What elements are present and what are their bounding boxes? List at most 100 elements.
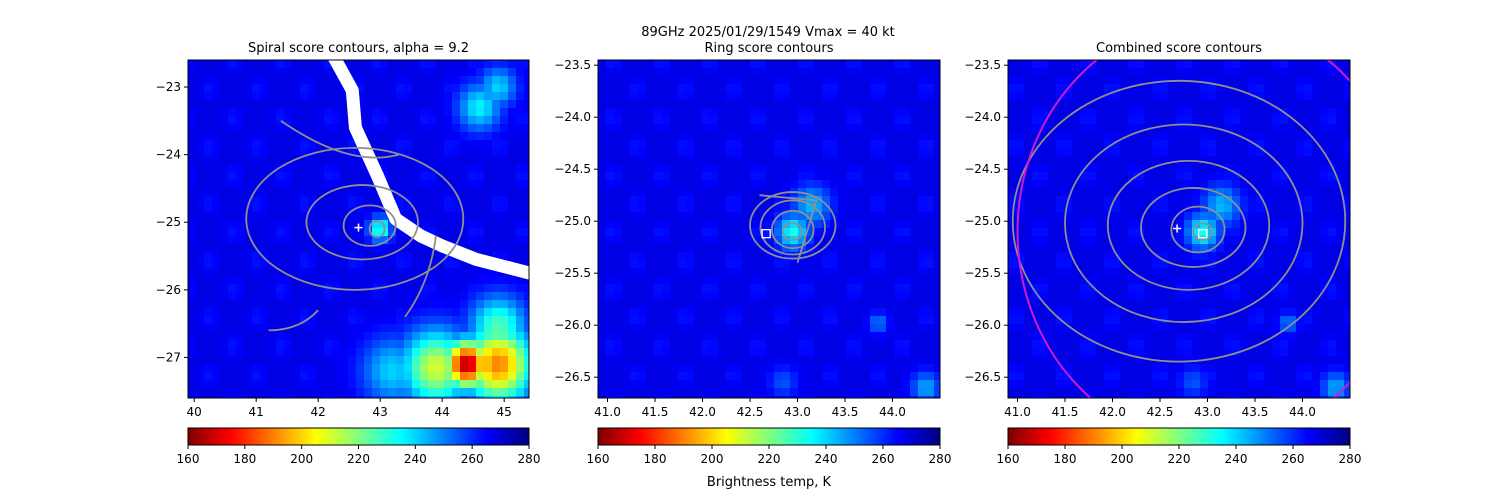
colorbar-tick-label: 240 xyxy=(1225,452,1248,466)
y-tick-label: −24.0 xyxy=(554,110,591,124)
y-tick-label: −26.5 xyxy=(554,370,591,384)
colorbar-tick-label: 260 xyxy=(872,452,895,466)
center-square-marker xyxy=(1198,229,1208,239)
colorbar-label: Brightness temp, K xyxy=(707,475,832,490)
contour-line xyxy=(1011,79,1347,363)
contour-line xyxy=(280,120,400,159)
radius-circle xyxy=(1016,60,1350,398)
contour-line xyxy=(305,184,419,261)
y-tick-label: −23.5 xyxy=(554,58,591,72)
heatmap-image xyxy=(1008,60,1350,398)
y-tick-label: −26 xyxy=(156,283,181,297)
y-tick-label: −25 xyxy=(156,215,181,229)
center-plus-marker xyxy=(1173,224,1182,233)
colorbar-tick-label: 200 xyxy=(701,452,724,466)
y-tick-label: −25.0 xyxy=(554,214,591,228)
x-tick-label: 41.5 xyxy=(1052,405,1079,419)
contour-line xyxy=(759,194,818,264)
score-contours xyxy=(1011,79,1347,363)
y-tick-label: −26.0 xyxy=(554,318,591,332)
colorbar-tick-label: 240 xyxy=(404,452,427,466)
panel-spiral-score: Spiral score contours, alpha = 9.2 40 41 42… xyxy=(156,41,541,466)
colorbar-tick-label: 200 xyxy=(290,452,313,466)
y-tick-label: −27 xyxy=(156,350,181,364)
x-tick-label: 43.0 xyxy=(1194,405,1221,419)
contour-line xyxy=(1106,159,1271,291)
figure-suptitle: 89GHz 2025/01/29/1549 Vmax = 40 kt xyxy=(641,25,895,40)
colorbar-tick-label: 280 xyxy=(929,452,952,466)
contour-line xyxy=(759,199,826,256)
colorbar xyxy=(1007,427,1351,446)
x-tick-label: 42.0 xyxy=(1099,405,1126,419)
panel-title: Combined score contours xyxy=(1096,41,1262,56)
x-tick-label: 43.5 xyxy=(832,405,859,419)
colorbar-tick-label: 180 xyxy=(1054,452,1077,466)
panel-title: Spiral score contours, alpha = 9.2 xyxy=(248,41,469,56)
colorbar-tick-label: 260 xyxy=(1282,452,1305,466)
panel-title: Ring score contours xyxy=(704,41,833,56)
panel-combined-score: Combined score contours 41.0 41.5 42.0 42.5 4… xyxy=(964,41,1362,466)
colorbar-tick-label: 160 xyxy=(997,452,1020,466)
score-contours xyxy=(245,120,465,332)
axes-frame xyxy=(1007,59,1351,399)
x-tick-label: 41.0 xyxy=(594,405,621,419)
colorbar-tick-label: 220 xyxy=(347,452,370,466)
center-plus-marker xyxy=(354,223,363,232)
x-tick-label: 40 xyxy=(187,405,202,419)
colorbar-tick-label: 240 xyxy=(815,452,838,466)
colorbar-tick-label: 200 xyxy=(1111,452,1134,466)
colorbar-tick-label: 180 xyxy=(644,452,667,466)
contour-line xyxy=(782,222,804,241)
contour-line xyxy=(1170,205,1226,254)
y-tick-label: −26.5 xyxy=(964,370,1001,384)
x-tick-label: 41 xyxy=(249,405,264,419)
score-contours xyxy=(749,191,837,264)
x-tick-label: 44 xyxy=(435,405,450,419)
x-tick-label: 42.5 xyxy=(737,405,764,419)
y-tick-label: −24.5 xyxy=(964,162,1001,176)
colorbar-tick-label: 260 xyxy=(461,452,484,466)
y-tick-label: −26.0 xyxy=(964,318,1001,332)
missing-data-swath xyxy=(328,60,529,280)
panel-ring-score: Ring score contours 41.0 41.5 42.0 42.5 43.0 4… xyxy=(554,41,951,466)
x-tick-label: 44.0 xyxy=(879,405,906,419)
colorbar-tick-label: 220 xyxy=(758,452,781,466)
y-tick-label: −23.5 xyxy=(964,58,1001,72)
heatmap-image xyxy=(598,60,940,398)
contour-line xyxy=(342,204,397,247)
x-tick-label: 41.0 xyxy=(1004,405,1031,419)
contour-line xyxy=(268,309,319,332)
contour-line xyxy=(1140,187,1247,268)
contour-line xyxy=(245,146,465,291)
y-tick-label: −24 xyxy=(156,148,181,162)
colorbar-tick-label: 220 xyxy=(1168,452,1191,466)
y-tick-label: −25.0 xyxy=(964,214,1001,228)
center-square-marker xyxy=(761,229,771,239)
axes-frame xyxy=(597,59,941,399)
colorbar xyxy=(597,427,941,446)
contour-line xyxy=(368,219,386,239)
x-tick-label: 42.5 xyxy=(1147,405,1174,419)
contour-line xyxy=(1192,222,1214,241)
axes-frame xyxy=(187,59,530,399)
x-tick-label: 45 xyxy=(497,405,512,419)
x-tick-label: 44.0 xyxy=(1289,405,1316,419)
y-tick-label: −23 xyxy=(156,80,181,94)
heatmap-image xyxy=(188,60,529,398)
y-tick-label: −25.5 xyxy=(554,266,591,280)
x-tick-label: 42 xyxy=(311,405,326,419)
colorbar-tick-label: 160 xyxy=(587,452,610,466)
contour-line xyxy=(770,209,815,250)
y-tick-label: −24.5 xyxy=(554,162,591,176)
contour-line xyxy=(404,235,437,318)
contour-line xyxy=(1064,123,1304,323)
x-tick-label: 43 xyxy=(373,405,388,419)
x-tick-label: 41.5 xyxy=(642,405,669,419)
x-tick-label: 42.0 xyxy=(689,405,716,419)
y-tick-label: −25.5 xyxy=(964,266,1001,280)
colorbar-tick-label: 280 xyxy=(1339,452,1362,466)
colorbar-tick-label: 180 xyxy=(233,452,256,466)
colorbar xyxy=(187,427,530,446)
y-tick-label: −24.0 xyxy=(964,110,1001,124)
